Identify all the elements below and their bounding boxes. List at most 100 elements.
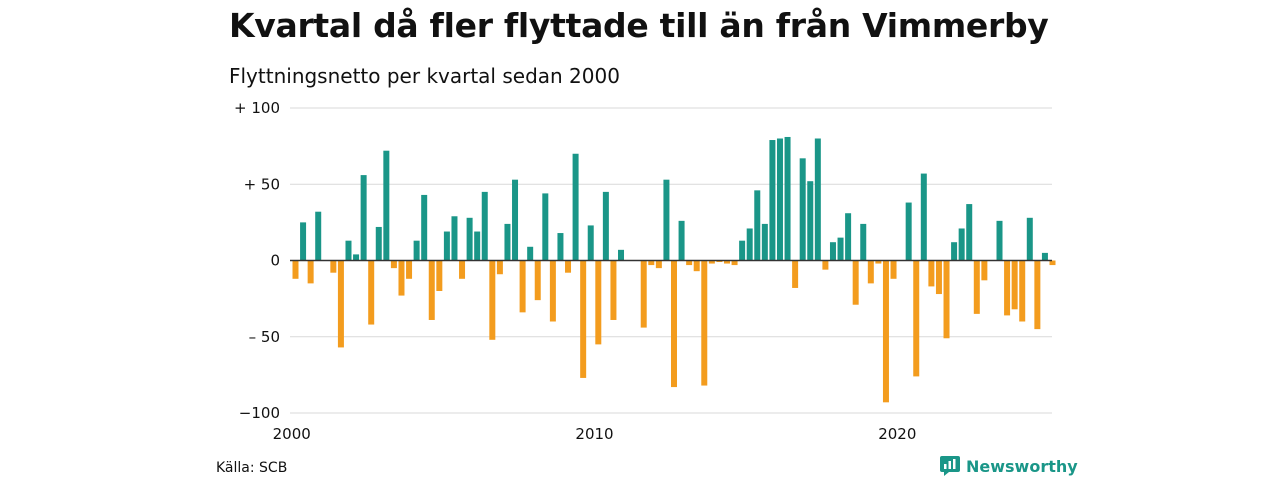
bar [693,260,700,272]
x-tick-label: 2010 [575,425,613,443]
bar [496,260,503,275]
bar [595,260,602,345]
bar [527,246,534,261]
bar [474,231,481,261]
bar [307,260,314,284]
bar [928,260,935,287]
y-tick-label: + 100 [234,99,280,117]
bar-chart: + 100 + 50 0 – 50 −100 2000 2010 2020 [234,99,1056,443]
x-tick-label: 2000 [273,425,311,443]
bar [739,240,746,261]
bar [913,260,920,377]
bar [746,228,753,261]
bar [565,260,572,273]
bar [383,150,390,261]
bar [867,260,874,284]
bar [390,260,397,269]
bar [466,217,473,261]
x-tick-labels: 2000 2010 2020 [273,425,917,443]
brand[interactable]: Newsworthy [940,456,1078,476]
bar [1049,260,1056,266]
bar [799,158,806,261]
bar [655,260,662,269]
bar [557,233,564,261]
bar [534,260,541,301]
bars [292,136,1056,403]
bar [784,136,791,261]
bar [618,249,625,261]
bar [686,260,693,266]
bar [920,173,927,261]
bar [1011,260,1018,310]
bar [716,260,723,263]
bar [292,260,299,279]
bar [300,222,307,261]
bar [1041,252,1048,261]
bar [671,260,677,388]
bar [519,260,526,313]
bar [353,254,360,261]
bar [375,226,382,261]
bar [822,260,829,270]
bar [428,260,435,320]
bar [481,191,488,261]
bar [981,260,988,281]
bar [413,240,420,261]
bar [860,223,867,261]
bar [443,231,450,261]
bar [708,260,715,264]
bar [512,179,519,261]
bar [489,260,496,340]
bar [829,242,836,261]
chart-title: Kvartal då fler flyttade till än från Vi… [229,6,1049,45]
bar [792,260,799,288]
bar [572,153,579,261]
bar [761,223,768,261]
bar [882,260,889,403]
bar [587,225,594,261]
bar [852,260,859,305]
newsworthy-logo-icon [940,456,960,476]
bar [731,260,738,266]
bar [951,242,958,261]
bar [1019,260,1026,322]
bar [973,260,980,314]
bar [451,216,458,261]
bar [580,260,587,378]
bar [754,190,761,261]
bar [814,138,821,261]
bar [1026,217,1033,261]
bar [701,260,708,386]
bar [663,179,670,261]
bar [337,260,344,348]
bar [769,140,776,261]
brand-name: Newsworthy [966,456,1078,476]
bar [504,223,511,261]
bar [1004,260,1011,316]
bar [845,213,852,261]
bar [330,260,337,273]
bar [905,202,912,261]
y-tick-label: + 50 [244,175,280,193]
bar [890,260,897,279]
bar [315,211,322,261]
y-tick-label: 0 [270,252,280,270]
x-tick-label: 2020 [878,425,916,443]
bar [398,260,405,296]
bar [421,194,428,261]
bar [406,260,413,279]
bar [459,260,466,279]
bar [549,260,556,322]
bar [966,204,973,261]
bar [648,260,655,266]
bar [875,260,882,264]
bar [996,220,1003,261]
y-tick-label: −100 [239,404,280,422]
bar [935,260,942,295]
bar [640,260,647,328]
bar [958,228,965,261]
bar [776,138,783,261]
bar [602,191,609,261]
bar [943,260,950,339]
y-tick-labels: + 100 + 50 0 – 50 −100 [234,99,280,422]
